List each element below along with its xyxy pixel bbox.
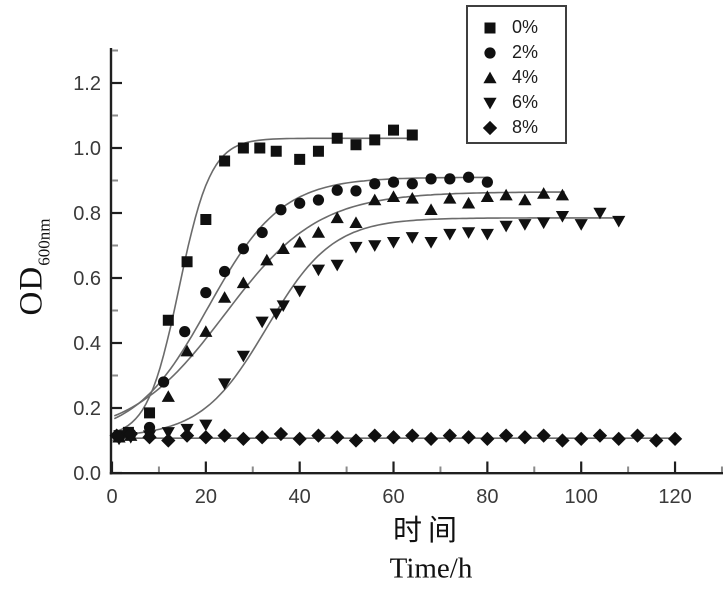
x-tick-label: 120 bbox=[658, 486, 691, 508]
series-markers-2pct bbox=[113, 171, 493, 443]
legend-marker-square-icon bbox=[484, 22, 496, 33]
series-markers-4pct bbox=[112, 187, 570, 443]
legend-item: 4% bbox=[468, 65, 565, 90]
y-tick-label: 0.4 bbox=[73, 333, 101, 355]
y-tick-label: 0.0 bbox=[73, 463, 101, 485]
y-tick-label: 1.2 bbox=[73, 73, 101, 95]
x-tick-label: 80 bbox=[476, 486, 498, 508]
x-axis-label-chinese: 时间 bbox=[392, 515, 464, 547]
y-axis-label-main: OD bbox=[13, 265, 50, 316]
legend-item-label: 8% bbox=[512, 117, 539, 137]
legend-item-label: 4% bbox=[512, 67, 539, 87]
legend-item: 8% bbox=[468, 115, 565, 140]
y-axis-label: OD600nm bbox=[14, 219, 55, 316]
legend-item-label: 0% bbox=[512, 17, 539, 37]
y-tick-label: 0.2 bbox=[73, 398, 101, 420]
legend-marker-triangle-up-icon bbox=[483, 71, 497, 83]
x-tick-label: 0 bbox=[106, 486, 117, 508]
x-tick-label: 100 bbox=[565, 486, 598, 508]
y-tick-labels: 0.0 0.2 0.4 0.6 0.8 1.0 1.2 bbox=[73, 73, 101, 485]
legend-marker-triangle-down-icon bbox=[483, 97, 497, 109]
legend-item: 0% bbox=[468, 15, 565, 40]
legend-item: 2% bbox=[468, 40, 565, 65]
legend-item-label: 2% bbox=[512, 42, 539, 62]
fit-line-0pct bbox=[114, 137, 414, 433]
x-tick-label: 40 bbox=[289, 486, 311, 508]
y-axis-label-subscript: 600nm bbox=[34, 218, 54, 266]
axes bbox=[109, 48, 723, 475]
legend: 0% 2% 4% 6% 8% bbox=[466, 5, 567, 144]
legend-item: 6% bbox=[468, 90, 565, 115]
x-tick-label: 20 bbox=[195, 486, 217, 508]
fit-line-6pct bbox=[114, 217, 622, 436]
fit-line-2pct bbox=[113, 176, 488, 420]
y-tick-label: 1.0 bbox=[73, 138, 101, 160]
y-tick-label: 0.6 bbox=[73, 268, 101, 290]
x-tick-labels: 0 20 40 60 80 100 120 bbox=[106, 486, 691, 508]
legend-marker-circle-icon bbox=[484, 46, 496, 59]
series-markers-0pct bbox=[113, 124, 418, 442]
y-tick-label: 0.8 bbox=[73, 203, 101, 225]
series-markers-8pct bbox=[109, 426, 683, 448]
legend-marker-diamond-icon bbox=[482, 120, 498, 135]
axis-ticks bbox=[110, 49, 723, 475]
fit-line-4pct bbox=[113, 191, 565, 417]
x-tick-label: 60 bbox=[382, 486, 404, 508]
x-axis-label-english: Time/h bbox=[389, 552, 473, 585]
legend-item-label: 6% bbox=[512, 92, 539, 112]
